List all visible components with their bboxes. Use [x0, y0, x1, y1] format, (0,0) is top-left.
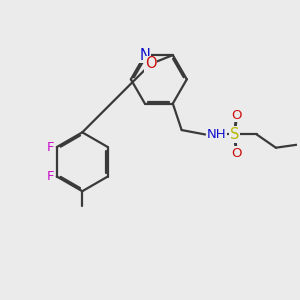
Text: S: S [230, 127, 239, 142]
Text: O: O [231, 147, 242, 160]
Text: NH: NH [207, 128, 226, 141]
Text: O: O [145, 56, 157, 71]
Text: F: F [46, 170, 54, 183]
Text: F: F [46, 141, 54, 154]
Text: O: O [231, 109, 242, 122]
Text: N: N [140, 48, 150, 63]
